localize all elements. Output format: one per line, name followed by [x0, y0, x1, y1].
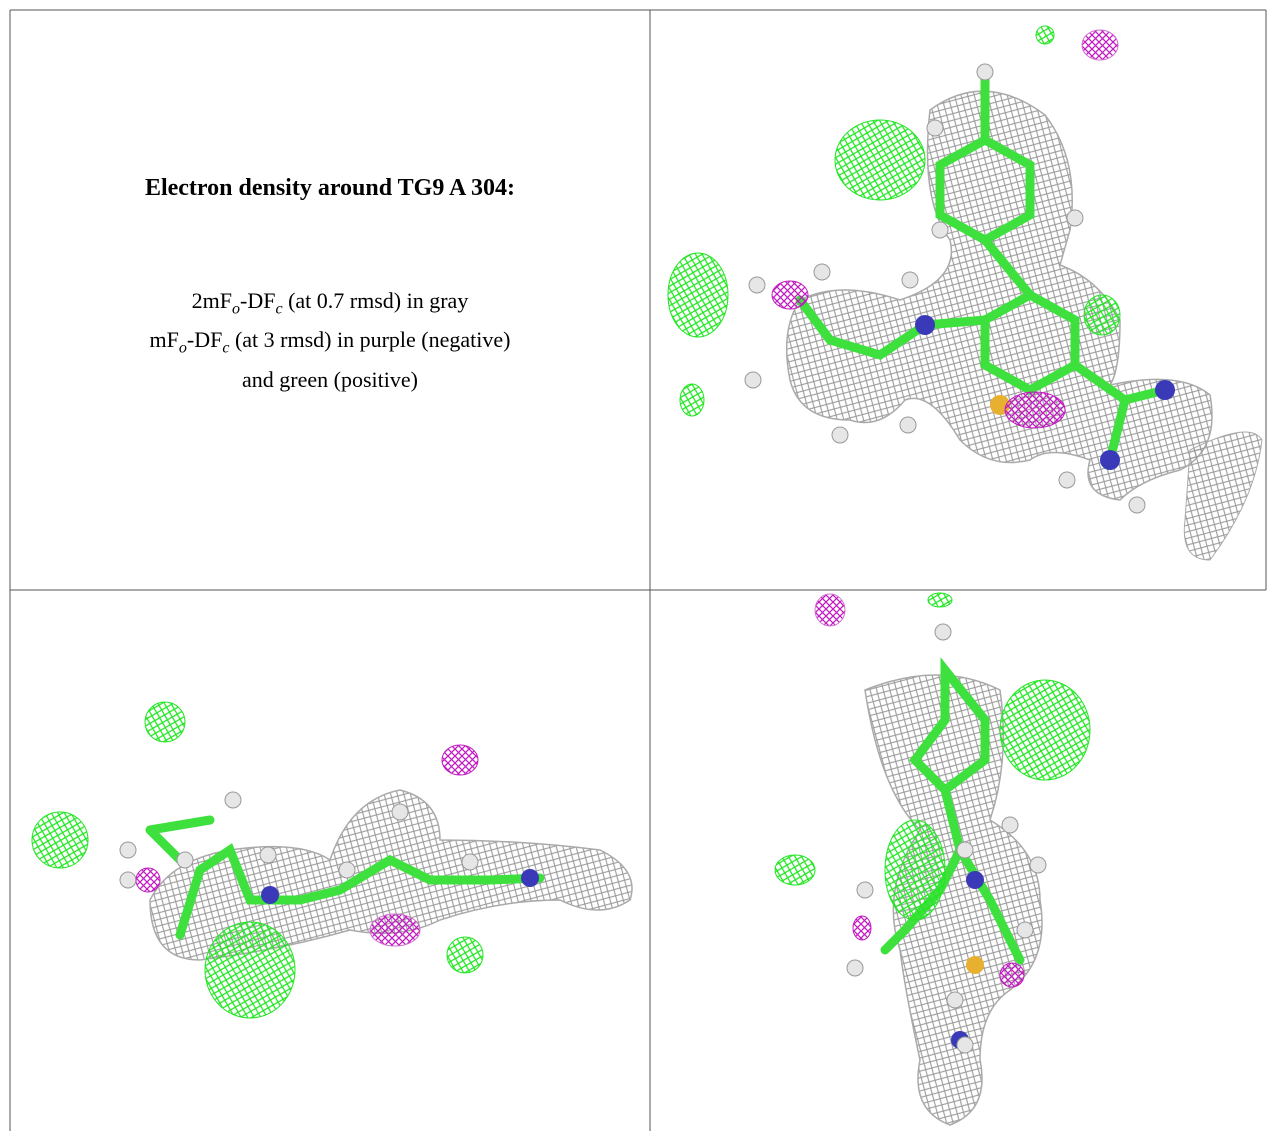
subscript: o	[178, 339, 187, 357]
hydrogen	[119, 841, 137, 859]
hydrogen	[831, 426, 849, 444]
green-mesh	[679, 383, 705, 417]
nitrogen	[521, 869, 539, 887]
caption-lines: 2mFo-DFc (at 0.7 rmsd) in gray mFo-DFc (a…	[10, 285, 650, 395]
green-mesh	[667, 252, 729, 338]
gray-mesh	[1183, 431, 1263, 561]
purple-mesh	[1004, 391, 1066, 429]
purple-mesh	[1081, 29, 1119, 61]
green-mesh	[774, 854, 816, 886]
ligand-sticks	[145, 815, 545, 940]
hydrogen	[813, 263, 831, 281]
hydrogen	[846, 959, 864, 977]
gray-mesh	[149, 789, 633, 961]
subscript: c	[222, 339, 230, 357]
caption-text: (at 0.7 rmsd) in gray	[282, 288, 469, 313]
caption-text: -DF	[240, 288, 276, 313]
caption-line: mFo-DFc (at 3 rmsd) in purple (negative)	[10, 324, 650, 363]
green-mesh	[204, 921, 296, 1019]
hydrogen	[461, 853, 479, 871]
hydrogen	[744, 371, 762, 389]
hydrogen	[1001, 816, 1019, 834]
hydrogens	[846, 623, 1047, 1054]
hydrogens	[119, 791, 479, 889]
hydrogen	[119, 871, 137, 889]
hydrogen	[1058, 471, 1076, 489]
green-mesh	[999, 679, 1091, 781]
caption-text: 2mF	[191, 288, 233, 313]
hydrogen	[976, 63, 994, 81]
hydrogen	[1128, 496, 1146, 514]
table-borders	[9, 9, 1267, 1131]
hydrogen	[956, 841, 974, 859]
caption-text: (at 3 rmsd) in purple (negative)	[229, 327, 511, 353]
hydrogen	[176, 851, 194, 869]
hydrogen	[259, 846, 277, 864]
green-mesh	[1035, 25, 1055, 45]
subscript: c	[275, 300, 283, 318]
hydrogen	[224, 791, 242, 809]
green-mesh	[144, 701, 186, 743]
hydrogen	[901, 271, 919, 289]
nitrogen	[261, 886, 279, 904]
sulfur	[966, 956, 984, 974]
caption-line: 2mFo-DFc (at 0.7 rmsd) in gray	[10, 285, 650, 324]
hydrogen	[931, 221, 949, 239]
hydrogens	[744, 63, 1146, 514]
hydrogen	[856, 881, 874, 899]
green-mesh	[834, 119, 926, 201]
hydrogen	[1029, 856, 1047, 874]
purple-mesh	[135, 867, 161, 893]
caption-title: Electron density around TG9 A 304:	[144, 175, 516, 201]
purple-mesh	[999, 962, 1025, 988]
green-mesh	[31, 811, 89, 869]
chain	[145, 815, 545, 940]
density-view-3	[774, 592, 1091, 1126]
hydrogen	[748, 276, 766, 294]
hydrogen	[338, 861, 356, 879]
density-view-1	[667, 25, 1263, 561]
caption-text: and green (positive)	[242, 366, 418, 392]
hydrogen	[1016, 921, 1034, 939]
hydrogen	[926, 119, 944, 137]
chain	[795, 235, 1170, 465]
hydrogen	[1066, 209, 1084, 227]
ligand-sticks	[795, 70, 1170, 465]
caption-text: mF	[149, 327, 179, 353]
nitrogen	[915, 315, 935, 335]
purple-mesh	[852, 915, 872, 941]
gray-mesh	[785, 90, 1213, 501]
green-mesh	[927, 592, 953, 608]
nitrogen	[1100, 450, 1120, 470]
caption-panel: Electron density around TG9 A 304: 2mFo-…	[10, 10, 650, 590]
purple-mesh	[814, 593, 846, 627]
nitrogen	[1155, 380, 1175, 400]
nitrogen	[966, 871, 984, 889]
density-view-2	[31, 701, 633, 1019]
hydrogen	[934, 623, 952, 641]
hydrogen	[899, 416, 917, 434]
purple-mesh	[369, 913, 421, 947]
green-mesh	[884, 819, 946, 921]
subscript: o	[232, 300, 241, 318]
green-mesh	[1083, 294, 1121, 336]
caption-text: -DF	[186, 327, 223, 353]
purple-mesh	[441, 744, 479, 776]
hydrogen	[391, 803, 409, 821]
hydrogen	[946, 991, 964, 1009]
caption-line: and green (positive)	[10, 364, 650, 395]
hydrogen	[956, 1036, 974, 1054]
green-mesh	[446, 936, 484, 974]
purple-mesh	[771, 280, 809, 310]
